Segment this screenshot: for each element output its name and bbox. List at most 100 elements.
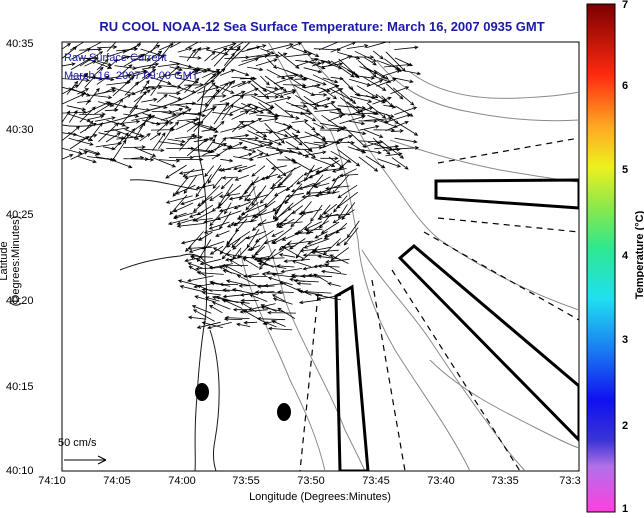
current-vector [170,107,184,113]
current-vector [69,42,85,51]
current-vector [228,194,251,201]
current-vector [231,120,244,133]
transect-box-north [434,178,579,210]
current-vector [115,64,133,79]
y-tick-label: 40:15 [6,381,34,393]
current-vector [149,104,168,109]
current-vector [67,132,94,142]
current-vector [292,84,316,96]
current-vector [330,102,343,114]
current-vector [95,116,116,122]
current-vector [165,195,193,204]
current-vector [180,195,205,206]
current-vector [256,53,280,58]
current-vector [123,113,140,118]
current-vector [271,320,286,327]
current-vector [319,128,342,133]
current-vector [229,142,244,149]
current-vector [337,184,358,199]
current-vector [325,258,350,264]
current-vector [272,297,293,305]
current-vector [111,87,136,96]
current-vector [267,310,296,315]
current-vector [317,184,341,195]
current-vector [320,156,339,161]
current-vector [354,50,377,62]
current-vector [271,230,284,237]
current-vector [272,294,285,302]
current-vector [188,247,203,253]
x-tick-label: 73:35 [491,475,519,487]
x-axis-label: Longitude (Degrees:Minutes) [249,491,391,503]
current-vector [179,285,204,293]
current-vector [270,165,287,170]
current-vector [68,87,91,97]
current-vector [150,156,177,168]
current-vector [338,204,348,219]
current-vector [98,122,120,142]
current-vector [330,60,355,78]
current-vector [289,238,306,250]
current-vector [275,52,288,59]
current-vector [280,245,303,259]
current-vector [320,62,344,68]
current-vector [234,174,250,181]
current-vector [265,96,292,104]
current-vector [178,168,205,175]
current-vector [305,220,330,235]
current-vector [322,138,344,149]
current-vector [283,259,310,263]
current-vector [196,270,224,275]
current-vector [62,147,83,155]
current-vector [240,203,267,215]
current-vector [264,194,279,208]
current-vector [62,46,78,59]
current-vector [88,76,115,82]
current-vector [286,147,313,152]
current-vector [329,254,349,264]
x-tick-label: 73:55 [232,475,260,487]
current-vector [373,128,396,132]
current-vector [300,112,317,122]
current-vector [392,87,415,106]
current-vector [392,146,420,150]
current-vector [283,90,297,96]
current-vector [300,102,329,109]
current-vector [247,66,264,72]
current-vector [205,49,229,56]
current-vector [203,134,218,143]
colorbar-tick: 5 [622,164,629,176]
current-vector [186,138,208,157]
current-vector [293,278,319,283]
current-vector [382,147,401,152]
current-vector [382,69,401,77]
current-vector [267,276,293,286]
current-vector [317,254,338,260]
current-vector [125,74,136,85]
current-vector [357,111,378,116]
current-vector [186,48,196,62]
current-vector [176,218,196,226]
current-vector [168,83,197,94]
current-vector [325,185,350,191]
mooring-marker [195,383,209,401]
current-vector [204,165,215,178]
colorbar-tick: 1 [622,503,629,515]
current-vector [168,108,192,122]
current-vector [245,230,267,240]
current-vector [343,227,359,246]
current-vector [249,294,268,302]
current-vector [241,87,259,96]
current-vector [172,202,194,213]
current-vector [104,126,130,133]
current-vector [363,76,387,91]
current-vector [312,97,331,105]
current-vector [301,193,324,199]
current-vector [303,166,323,176]
current-vector [211,295,230,302]
current-vector [201,321,224,329]
current-vector [152,132,166,151]
current-vector [209,191,223,202]
current-vector [314,191,340,198]
current-vector [328,114,344,122]
